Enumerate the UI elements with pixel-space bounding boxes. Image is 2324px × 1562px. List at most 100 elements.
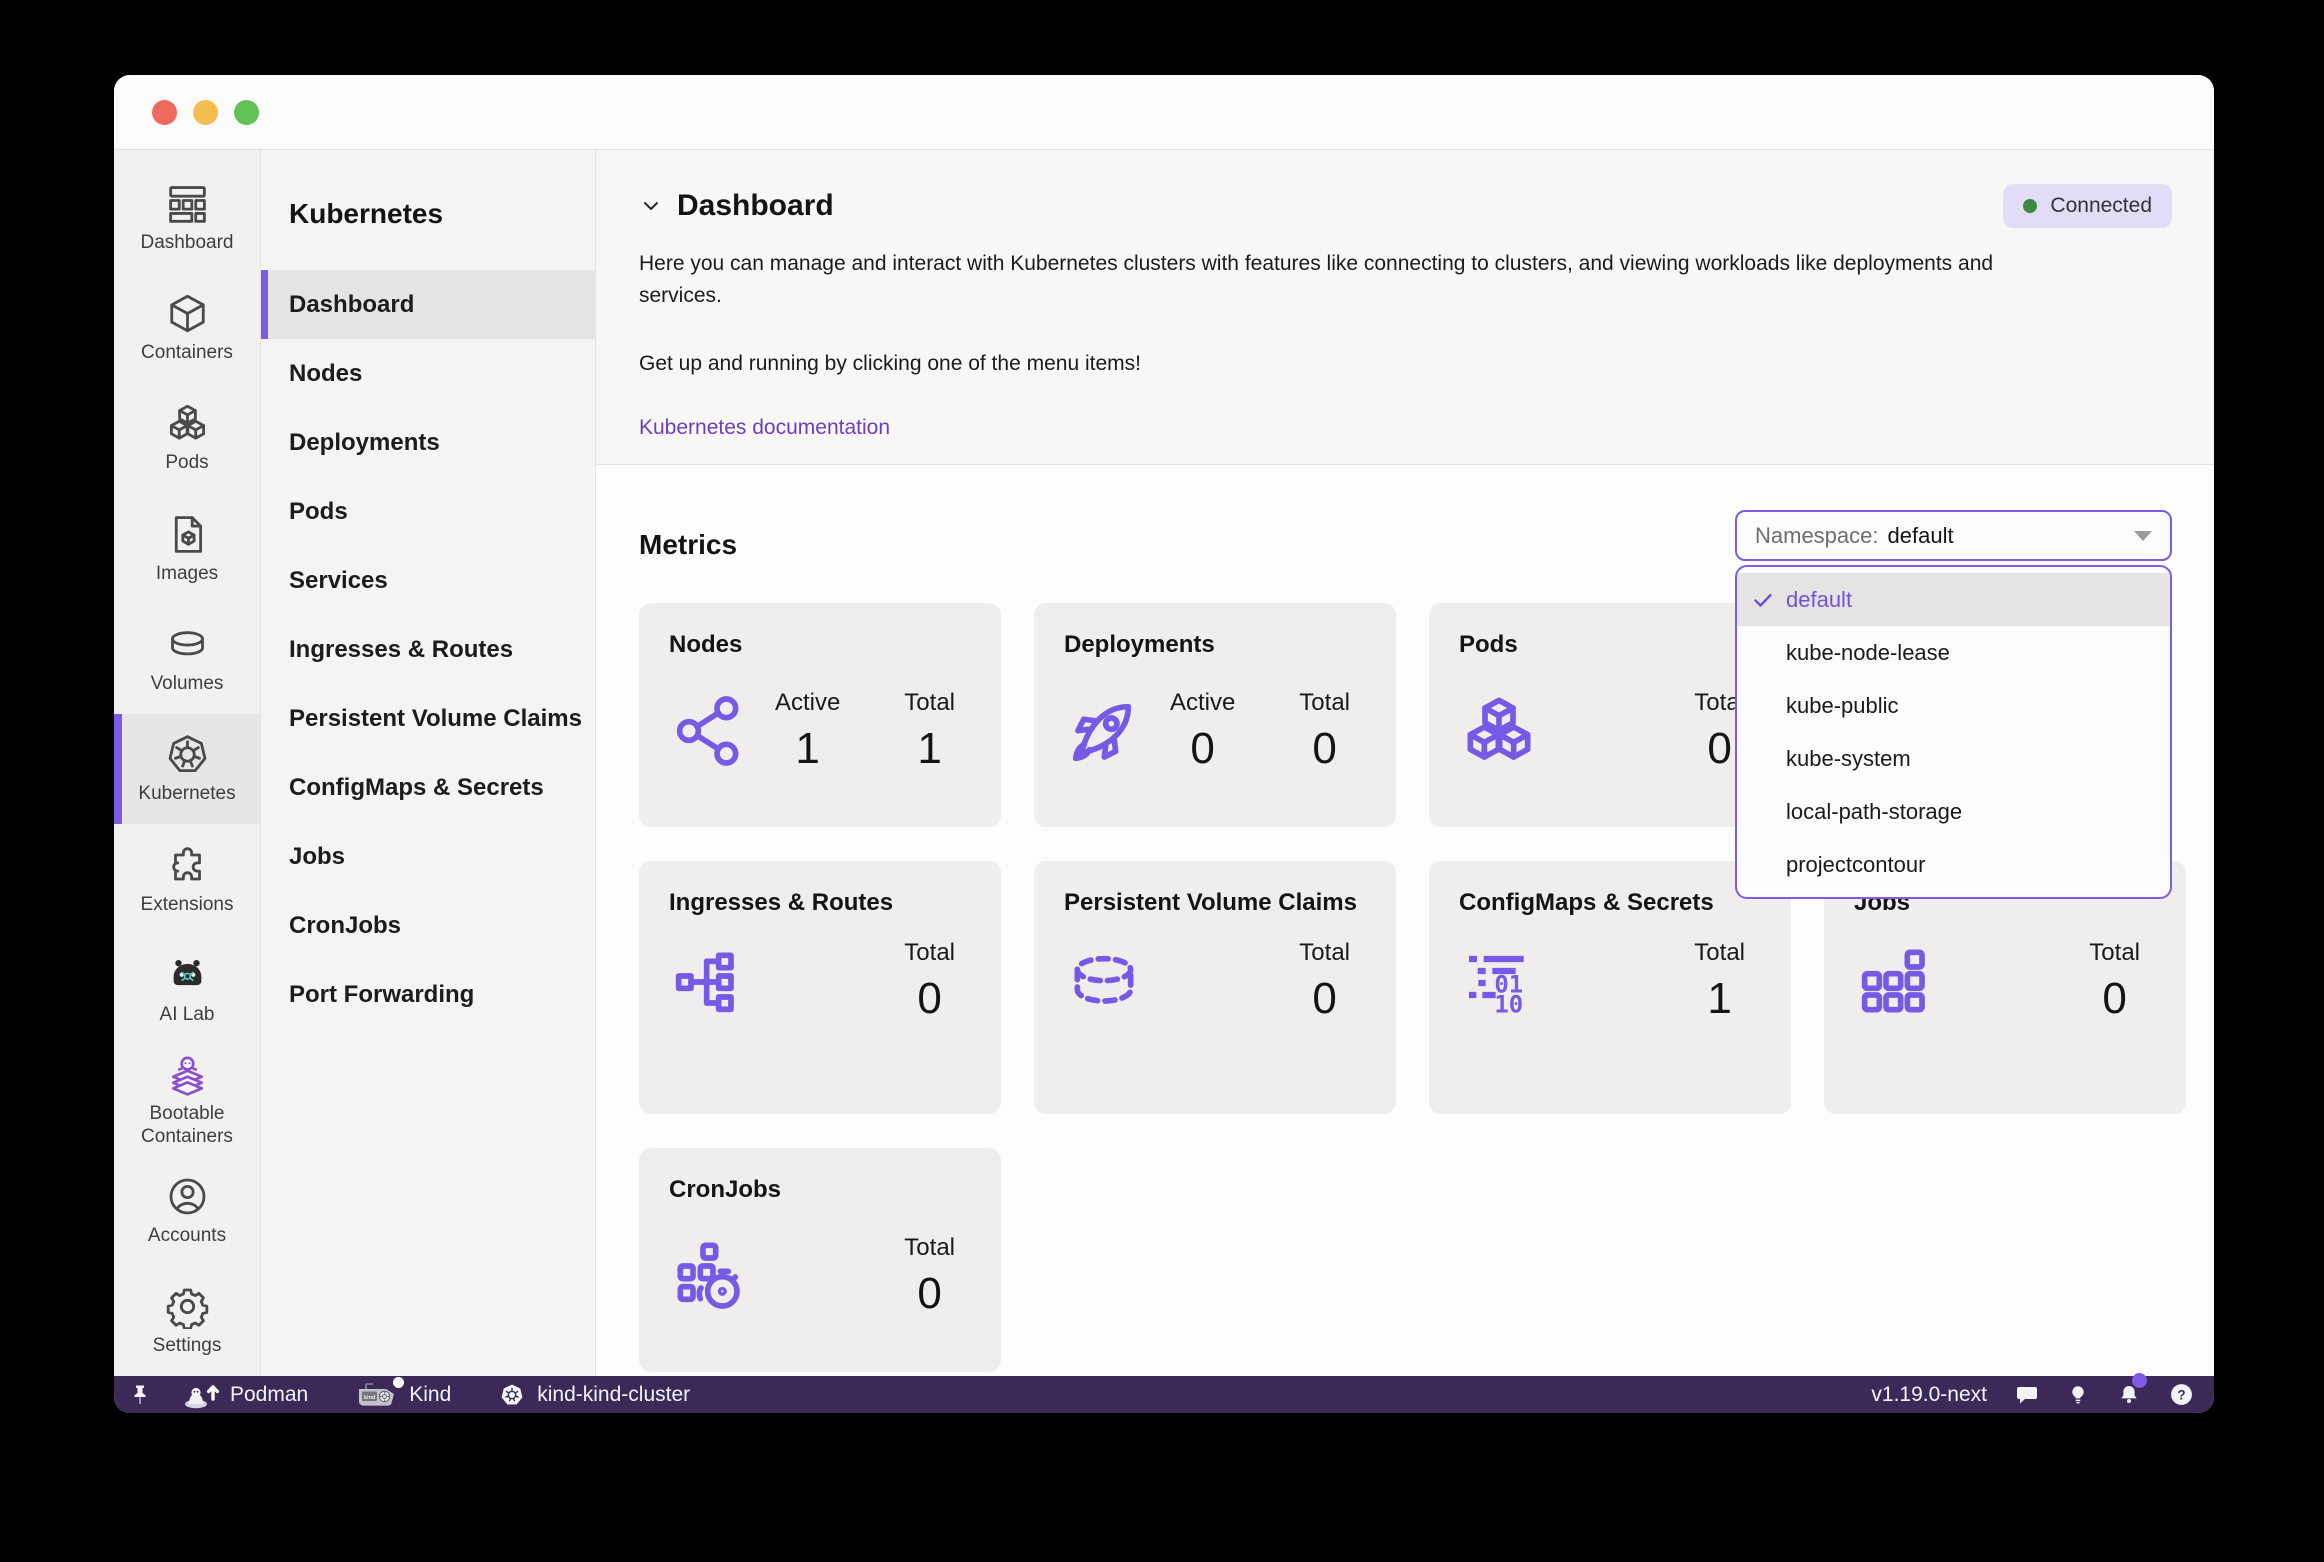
pods-icon — [169, 405, 205, 440]
rail-label: Volumes — [150, 673, 224, 695]
metric-card-jobs[interactable]: Jobs Total 0 — [1824, 861, 2186, 1114]
metric-card-nodes[interactable]: Nodes Active 1 Total — [639, 603, 1001, 827]
kubernetes-documentation-link[interactable]: Kubernetes documentation — [639, 416, 891, 439]
metric-card-pods[interactable]: Pods Total 0 — [1429, 603, 1791, 827]
tasks-lightbulb-icon[interactable] — [2067, 1380, 2089, 1410]
rail-label: Dashboard — [140, 231, 234, 253]
podman-icon — [184, 1380, 222, 1410]
podman-label: Podman — [230, 1382, 309, 1406]
stat-active: Active 0 — [1169, 689, 1236, 773]
rail-label: Containers — [141, 342, 233, 364]
dashboard-header: Dashboard Connected Here you can manage … — [596, 150, 2214, 465]
sidebar-item-ingresses-routes[interactable]: Ingresses & Routes — [289, 635, 514, 663]
rail-item-images[interactable]: Images — [114, 493, 260, 603]
rail-item-bootable-containers[interactable]: Bootable Containers — [114, 1045, 260, 1155]
dashboard-hint: Get up and running by clicking one of th… — [639, 352, 1141, 375]
rail-item-containers[interactable]: Containers — [114, 272, 260, 382]
rail-label: Bootable Containers — [141, 1103, 233, 1148]
sidebar-item-port-forwarding[interactable]: Port Forwarding — [289, 980, 475, 1008]
svg-text:01: 01 — [1494, 970, 1523, 998]
containers-icon — [169, 294, 205, 333]
sidebar-item-services[interactable]: Services — [289, 566, 388, 594]
rail-item-ai-lab[interactable]: AI Lab — [114, 935, 260, 1045]
close-window-button[interactable] — [152, 99, 177, 125]
stat-total: Total 1 — [904, 689, 955, 773]
metric-card-configmaps-secrets[interactable]: ConfigMaps & Secrets 01 10 Total 1 — [1429, 861, 1791, 1114]
pin-icon[interactable] — [130, 1380, 150, 1410]
stat-total: Total 0 — [1299, 689, 1350, 773]
main-panel: Dashboard Connected Here you can manage … — [596, 150, 2214, 1376]
statusbar-kind[interactable]: kind Kind — [356, 1376, 452, 1410]
namespace-select[interactable]: Namespace: default — [1735, 510, 2172, 561]
stat-active: Active 1 — [774, 689, 841, 773]
metrics-title: Metrics — [639, 529, 738, 560]
volumes-icon — [170, 631, 204, 656]
namespace-select-value: default — [1887, 522, 1954, 548]
metric-card-cronjobs[interactable]: CronJobs Total 0 — [639, 1148, 1001, 1372]
stat-total: Total 0 — [904, 939, 955, 1023]
menu-item-kube-public[interactable]: kube-public — [1786, 692, 1899, 718]
rail-item-accounts[interactable]: Accounts — [114, 1155, 260, 1265]
status-bar: Podman kind Kind kind-kind-cluster v1.19… — [114, 1372, 2214, 1413]
collapse-chevron-icon[interactable] — [639, 194, 663, 218]
menu-item-kube-system[interactable]: kube-system — [1786, 745, 1911, 771]
kubernetes-sidebar: Kubernetes Dashboard Nodes Deployments P… — [261, 150, 596, 1376]
check-icon — [1754, 593, 1772, 607]
rail-label: Extensions — [140, 893, 234, 915]
statusbar-podman[interactable]: Podman — [184, 1380, 308, 1410]
app-version: v1.19.0-next — [1871, 1382, 1987, 1406]
dashboard-icon — [168, 185, 206, 223]
minimize-window-button[interactable] — [193, 99, 218, 125]
sidebar-item-nodes[interactable]: Nodes — [289, 359, 363, 387]
notifications-bell-icon[interactable] — [2117, 1372, 2147, 1410]
rail-item-kubernetes[interactable]: Kubernetes — [114, 713, 260, 825]
metric-card-ingresses-routes[interactable]: Ingresses & Routes Total 0 — [639, 861, 1001, 1114]
sidebar-item-pods[interactable]: Pods — [289, 497, 348, 525]
rail-item-extensions[interactable]: Extensions — [114, 824, 260, 934]
metric-card-persistent-volume-claims[interactable]: Persistent Volume Claims Total 0 — [1034, 861, 1396, 1114]
metric-card-deployments[interactable]: Deployments Active 0 Total — [1034, 603, 1396, 827]
sidebar-item-configmaps-secrets[interactable]: ConfigMaps & Secrets — [289, 773, 544, 801]
menu-item-default[interactable]: default — [1737, 573, 2170, 626]
cronjobs-icon — [677, 1242, 740, 1309]
sidebar-item-deployments[interactable]: Deployments — [289, 428, 440, 456]
ingresses-routes-icon — [675, 952, 734, 1013]
sidebar-item-dashboard[interactable]: Dashboard — [261, 270, 595, 339]
sidebar-item-persistent-volume-claims[interactable]: Persistent Volume Claims — [289, 704, 582, 732]
persistent-volume-claims-icon — [1074, 955, 1134, 1004]
nodes-icon — [676, 696, 739, 766]
sidebar-title: Kubernetes — [289, 198, 444, 229]
stat-total: Total 0 — [2089, 939, 2140, 1023]
rail-label: Images — [155, 562, 219, 584]
stat-total: Total 0 — [1299, 939, 1350, 1023]
kind-label: Kind — [409, 1382, 452, 1406]
bootable-containers-icon — [171, 1056, 203, 1096]
feedback-icon[interactable] — [2015, 1380, 2039, 1410]
stat-total: Total 0 — [1694, 689, 1745, 773]
menu-item-projectcontour[interactable]: projectcontour — [1786, 851, 1926, 877]
menu-item-kube-node-lease[interactable]: kube-node-lease — [1786, 639, 1950, 665]
accounts-icon — [169, 1178, 205, 1215]
rail-item-settings[interactable]: Settings — [114, 1266, 260, 1376]
rail-label: Accounts — [147, 1224, 227, 1246]
sidebar-item-cronjobs[interactable]: CronJobs — [289, 911, 402, 939]
page-title: Dashboard — [677, 189, 834, 222]
statusbar-cluster[interactable]: kind-kind-cluster — [499, 1380, 690, 1410]
rail-label: AI Lab — [159, 1004, 215, 1026]
rail-item-dashboard[interactable]: Dashboard — [114, 162, 260, 272]
icon-rail: Dashboard Containers Pods Images Volumes — [114, 150, 261, 1376]
rail-item-volumes[interactable]: Volumes — [114, 603, 260, 713]
kubernetes-icon — [168, 735, 206, 773]
menu-item-local-path-storage[interactable]: local-path-storage — [1786, 798, 1963, 824]
sidebar-item-jobs[interactable]: Jobs — [289, 842, 346, 870]
zoom-window-button[interactable] — [234, 99, 259, 125]
help-icon[interactable]: ? — [2169, 1380, 2194, 1410]
svg-text:10: 10 — [1494, 990, 1523, 1018]
svg-text:?: ? — [2177, 1387, 2185, 1402]
connection-status-badge: Connected — [2003, 184, 2172, 228]
app-window: Dashboard Containers Pods Images Volumes — [114, 75, 2214, 1413]
rail-item-pods[interactable]: Pods — [114, 383, 260, 493]
settings-icon — [166, 1288, 208, 1330]
deployments-icon — [1072, 703, 1132, 762]
